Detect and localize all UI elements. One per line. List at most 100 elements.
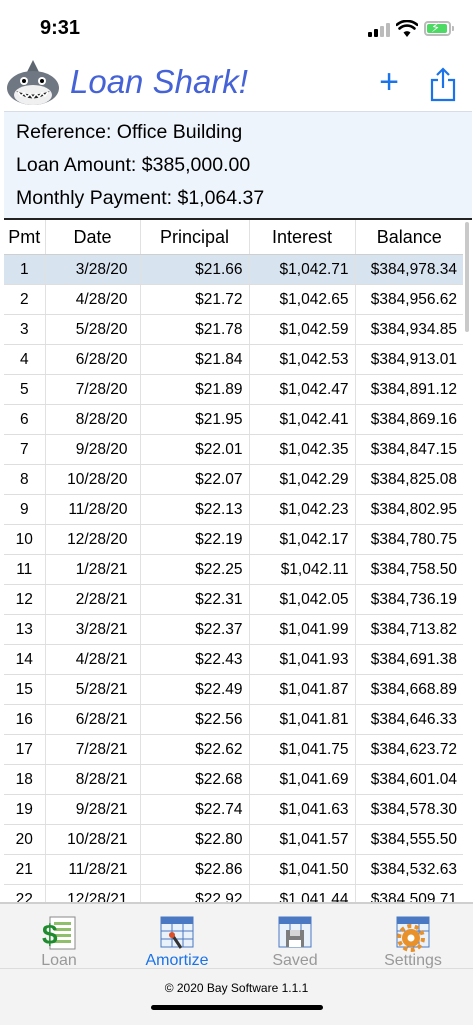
tab-loan-label: Loan	[41, 952, 77, 969]
settings-icon	[396, 916, 430, 952]
pmt-cell: 8	[4, 464, 45, 495]
pmt-cell: 20	[4, 824, 45, 855]
balance-cell: $384,555.50	[354, 824, 463, 855]
principal-cell: $22.92	[139, 884, 249, 904]
interest-cell: $1,041.57	[248, 824, 355, 855]
interest-cell: $1,042.17	[248, 524, 355, 555]
principal-cell: $21.95	[139, 404, 249, 435]
table-row[interactable]: 9 11/28/20 $22.13 $1,042.23 $384,802.95	[4, 494, 463, 525]
balance-cell: $384,691.38	[354, 644, 463, 675]
date-cell: 5/28/20	[44, 314, 140, 345]
table-row[interactable]: 5 7/28/20 $21.89 $1,042.47 $384,891.12	[4, 374, 463, 405]
interest-cell: $1,042.59	[248, 314, 355, 345]
table-row[interactable]: 6 8/28/20 $21.95 $1,042.41 $384,869.16	[4, 404, 463, 435]
interest-cell: $1,041.87	[248, 674, 355, 705]
tab-settings-label: Settings	[384, 952, 442, 969]
table-row[interactable]: 19 9/28/21 $22.74 $1,041.63 $384,578.30	[4, 794, 463, 825]
table-row[interactable]: 22 12/28/21 $22.92 $1,041.44 $384,509.71	[4, 884, 463, 904]
balance-cell: $384,578.30	[354, 794, 463, 825]
date-cell: 4/28/21	[44, 644, 140, 675]
interest-cell: $1,042.41	[248, 404, 355, 435]
principal-cell: $22.80	[139, 824, 249, 855]
date-cell: 10/28/20	[44, 464, 140, 495]
date-cell: 7/28/20	[44, 374, 140, 405]
principal-cell: $22.07	[139, 464, 249, 495]
tab-settings[interactable]: Settings	[354, 904, 472, 970]
table-row[interactable]: 16 6/28/21 $22.56 $1,041.81 $384,646.33	[4, 704, 463, 735]
balance-cell: $384,668.89	[354, 674, 463, 705]
table-row[interactable]: 10 12/28/20 $22.19 $1,042.17 $384,780.75	[4, 524, 463, 555]
tab-loan[interactable]: $ Loan	[0, 904, 118, 970]
app-title: Loan Shark!	[70, 63, 248, 100]
tab-amortize[interactable]: Amortize	[118, 904, 236, 970]
wifi-icon	[396, 20, 418, 37]
loan-amount-label: Loan Amount: $385,000.00	[16, 154, 251, 176]
balance-cell: $384,713.82	[354, 614, 463, 645]
tab-saved-label: Saved	[272, 952, 318, 969]
date-cell: 3/28/20	[44, 254, 140, 285]
pmt-cell: 18	[4, 764, 45, 795]
table-row[interactable]: 17 7/28/21 $22.62 $1,041.75 $384,623.72	[4, 734, 463, 765]
header-interest: Interest	[248, 220, 355, 255]
principal-cell: $21.84	[139, 344, 249, 375]
table-row[interactable]: 1 3/28/20 $21.66 $1,042.71 $384,978.34	[4, 254, 463, 285]
pmt-cell: 9	[4, 494, 45, 525]
table-row[interactable]: 8 10/28/20 $22.07 $1,042.29 $384,825.08	[4, 464, 463, 495]
amortization-table-container[interactable]: Pmt Date Principal Interest Balance 1 3/2…	[4, 218, 472, 904]
header-pmt: Pmt	[4, 220, 45, 255]
pmt-cell: 7	[4, 434, 45, 465]
table-row[interactable]: 3 5/28/20 $21.78 $1,042.59 $384,934.85	[4, 314, 463, 345]
pmt-cell: 22	[4, 884, 45, 904]
balance-cell: $384,780.75	[354, 524, 463, 555]
table-row[interactable]: 14 4/28/21 $22.43 $1,041.93 $384,691.38	[4, 644, 463, 675]
balance-cell: $384,646.33	[354, 704, 463, 735]
loan-summary: Reference: Office Building Loan Amount: …	[4, 111, 472, 218]
principal-cell: $22.31	[139, 584, 249, 615]
principal-cell: $22.74	[139, 794, 249, 825]
status-bar: 9:31 ⚡	[0, 0, 473, 58]
balance-cell: $384,736.19	[354, 584, 463, 615]
table-row[interactable]: 12 2/28/21 $22.31 $1,042.05 $384,736.19	[4, 584, 463, 615]
date-cell: 12/28/21	[44, 884, 140, 904]
balance-cell: $384,956.62	[354, 284, 463, 315]
balance-cell: $384,847.15	[354, 434, 463, 465]
date-cell: 4/28/20	[44, 284, 140, 315]
table-row[interactable]: 21 11/28/21 $22.86 $1,041.50 $384,532.63	[4, 854, 463, 885]
table-row[interactable]: 20 10/28/21 $22.80 $1,041.57 $384,555.50	[4, 824, 463, 855]
table-row[interactable]: 7 9/28/20 $22.01 $1,042.35 $384,847.15	[4, 434, 463, 465]
tab-saved[interactable]: Saved	[236, 904, 354, 970]
table-row[interactable]: 13 3/28/21 $22.37 $1,041.99 $384,713.82	[4, 614, 463, 645]
share-icon[interactable]	[428, 66, 458, 102]
table-row[interactable]: 11 1/28/21 $22.25 $1,042.11 $384,758.50	[4, 554, 463, 585]
table-row[interactable]: 4 6/28/20 $21.84 $1,042.53 $384,913.01	[4, 344, 463, 375]
principal-cell: $22.37	[139, 614, 249, 645]
reference-label: Reference: Office Building	[16, 121, 243, 143]
interest-cell: $1,042.65	[248, 284, 355, 315]
date-cell: 1/28/21	[44, 554, 140, 585]
amortize-icon	[160, 916, 194, 949]
principal-cell: $21.78	[139, 314, 249, 345]
balance-cell: $384,934.85	[354, 314, 463, 345]
table-row[interactable]: 18 8/28/21 $22.68 $1,041.69 $384,601.04	[4, 764, 463, 795]
tab-amortize-label: Amortize	[145, 952, 209, 969]
table-body: 1 3/28/20 $21.66 $1,042.71 $384,978.34 2 4/28/…	[4, 254, 463, 904]
interest-cell: $1,042.05	[248, 584, 355, 615]
date-cell: 8/28/21	[44, 764, 140, 795]
interest-cell: $1,042.23	[248, 494, 355, 525]
cellular-signal-icon	[368, 23, 390, 37]
tab-bar: $ Loan Amortize Saved	[0, 902, 473, 970]
home-indicator[interactable]	[151, 1005, 323, 1010]
table-row[interactable]: 2 4/28/20 $21.72 $1,042.65 $384,956.62	[4, 284, 463, 315]
pmt-cell: 14	[4, 644, 45, 675]
pmt-cell: 6	[4, 404, 45, 435]
date-cell: 5/28/21	[44, 674, 140, 705]
balance-cell: $384,891.12	[354, 374, 463, 405]
table-scrollbar[interactable]	[465, 222, 469, 332]
header-date: Date	[44, 220, 140, 255]
principal-cell: $22.49	[139, 674, 249, 705]
loan-icon: $	[42, 916, 76, 950]
table-row[interactable]: 15 5/28/21 $22.49 $1,041.87 $384,668.89	[4, 674, 463, 705]
principal-cell: $22.01	[139, 434, 249, 465]
add-button[interactable]: +	[379, 63, 399, 101]
interest-cell: $1,041.81	[248, 704, 355, 735]
